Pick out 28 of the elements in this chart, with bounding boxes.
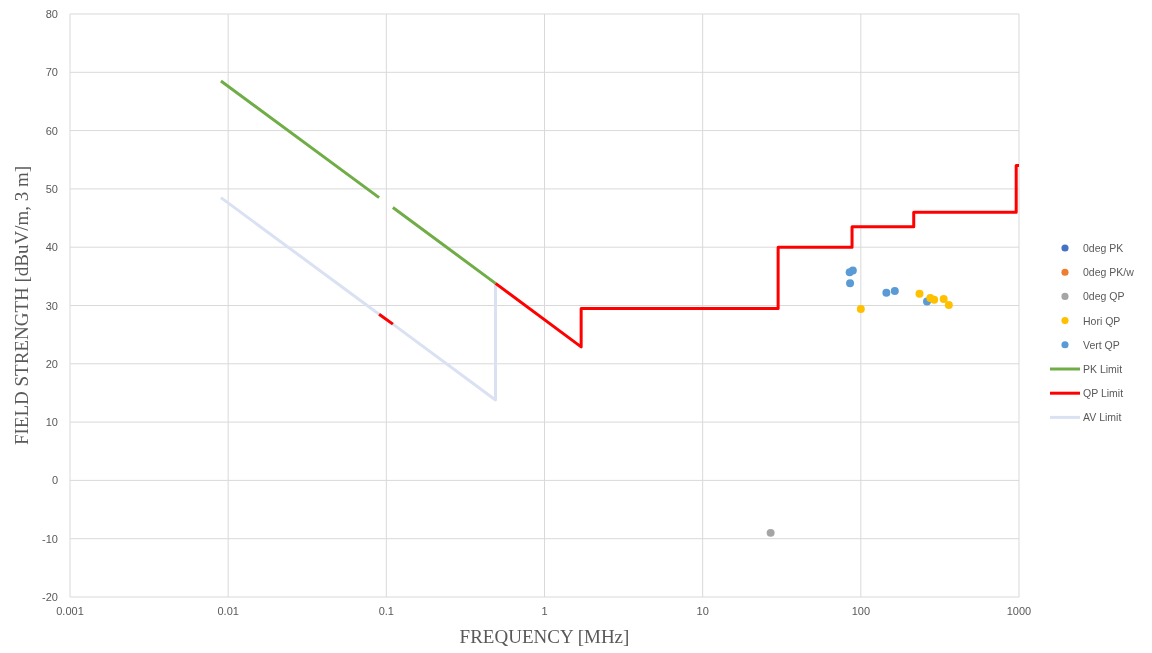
legend-label: QP Limit — [1083, 387, 1124, 400]
x-tick-label: 0.001 — [56, 605, 84, 617]
legend-label: 0deg QP — [1083, 290, 1125, 303]
x-tick-label: 1000 — [1006, 605, 1032, 617]
x-tick-label: 1 — [541, 605, 548, 617]
legend-label: Hori QP — [1083, 314, 1121, 327]
legend-label: 0deg PK — [1083, 242, 1124, 254]
y-tick-label: 60 — [45, 124, 58, 137]
legend-label: AV Limit — [1083, 411, 1122, 424]
y-tick-label: 0 — [51, 474, 58, 487]
y-tick-label: 30 — [45, 299, 58, 312]
y-tick-label: -10 — [42, 532, 58, 545]
y-tick-label: 50 — [45, 182, 58, 195]
legend-label: Vert QP — [1083, 338, 1120, 351]
y-tick-label: 80 — [45, 8, 58, 20]
x-tick-label: 10 — [696, 605, 709, 617]
y-tick-label: 70 — [45, 66, 58, 79]
y-tick-label: 20 — [45, 357, 58, 370]
y-tick-label: 10 — [45, 416, 58, 429]
legend-label: PK Limit — [1083, 363, 1123, 375]
x-tick-label: 0.01 — [217, 605, 239, 617]
x-axis-title: FREQUENCY [MHz] — [459, 626, 630, 647]
x-tick-label: 0.1 — [378, 605, 394, 617]
legend-label: 0deg PK/w — [1083, 266, 1135, 279]
y-tick-label: -20 — [42, 591, 58, 603]
y-axis-title: FIELD STRENGTH [dBuV/m, 3 m] — [11, 165, 32, 446]
y-tick-label: 40 — [45, 241, 58, 254]
x-tick-label: 100 — [851, 605, 871, 617]
